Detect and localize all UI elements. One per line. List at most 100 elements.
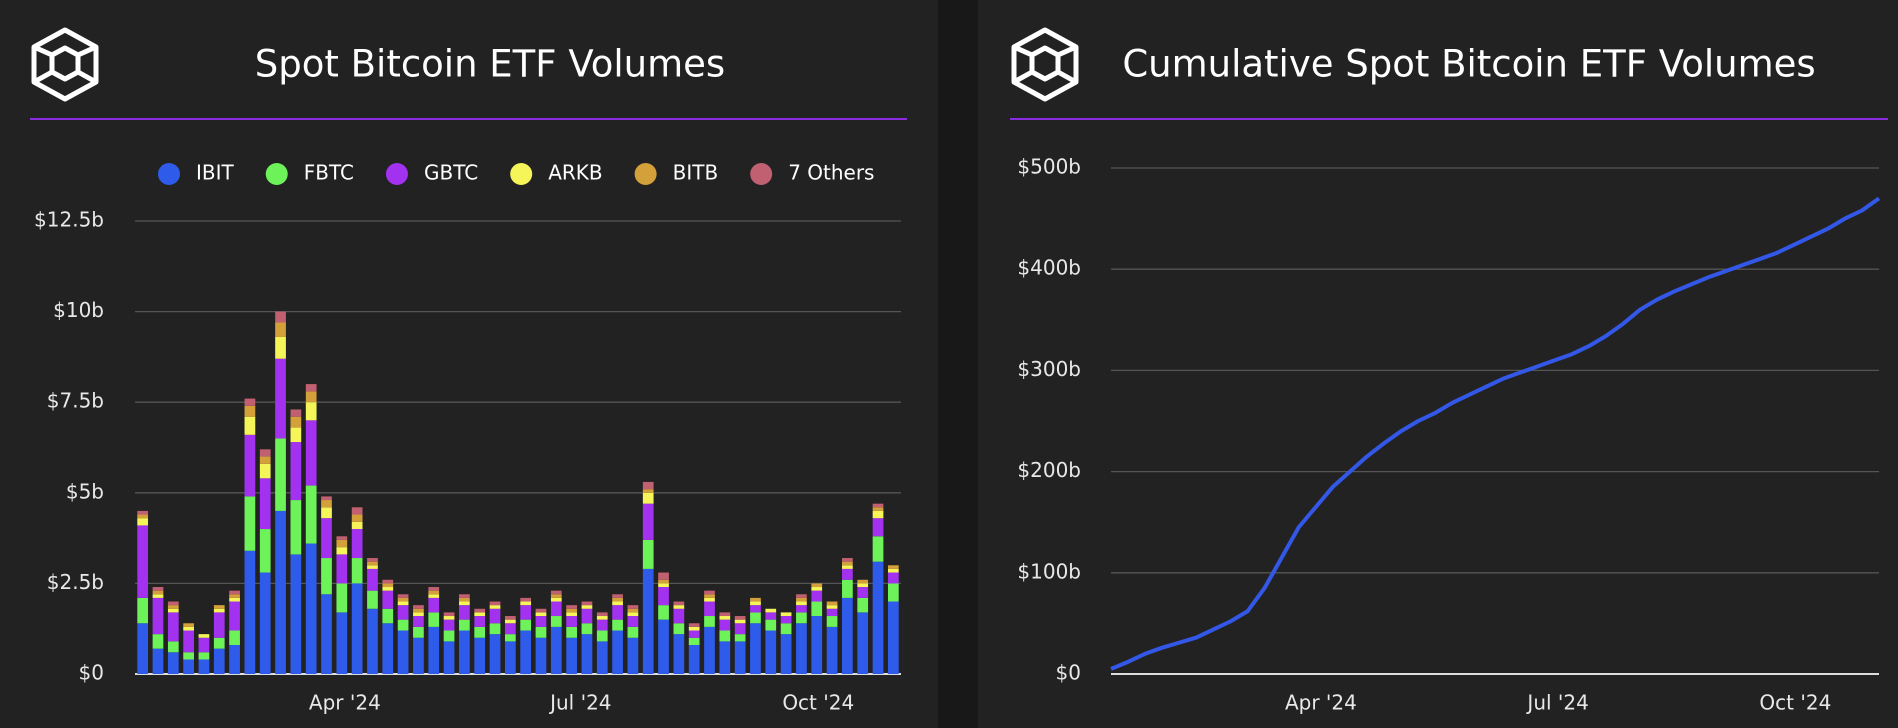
bar-segment: [382, 608, 394, 624]
bar-segment: [290, 500, 302, 555]
bar-segment: [489, 634, 501, 674]
bar-segment: [367, 590, 378, 609]
bar-segment: [459, 619, 470, 631]
bar-segment: [244, 416, 256, 435]
bar-segment: [550, 594, 562, 598]
bar-segment: [627, 605, 639, 609]
bar-segment: [535, 637, 547, 674]
bar-segment: [780, 634, 792, 674]
bar-segment: [857, 612, 869, 674]
bar-segment: [596, 630, 608, 642]
bar-segment: [137, 514, 149, 519]
bar-segment: [336, 612, 348, 674]
bar-segment: [428, 612, 440, 627]
bar-segment: [213, 648, 225, 674]
bar-segment: [857, 587, 869, 598]
bar-segment: [612, 601, 623, 606]
y-tick-label: $2.5b: [47, 570, 104, 594]
bar-segment: [397, 597, 409, 602]
bar-segment: [229, 590, 240, 595]
bar-segment: [887, 583, 899, 602]
legend-label: BITB: [673, 161, 719, 185]
bar-segment: [459, 597, 470, 602]
bar-segment: [443, 630, 455, 642]
bar-segment: [428, 594, 440, 598]
bar-segment: [872, 536, 884, 562]
bar-segment: [474, 626, 486, 638]
bar-segment: [504, 641, 516, 674]
bar-segment: [351, 514, 363, 522]
bar-segment: [152, 594, 164, 598]
bar-segment: [811, 587, 823, 591]
bar-segment: [750, 601, 761, 606]
bar-segment: [704, 597, 715, 602]
bar-segment: [397, 601, 409, 606]
bar-segment: [596, 616, 608, 620]
bar-segment: [872, 510, 884, 519]
bar-segment: [581, 605, 593, 609]
bar-segment: [842, 565, 853, 569]
x-tick-label: Oct '24: [1759, 691, 1831, 715]
bar-segment: [367, 568, 378, 591]
bar-segment: [137, 623, 149, 674]
bar-segment: [428, 590, 440, 595]
bar-segment: [413, 616, 424, 627]
bar-segment: [550, 590, 562, 595]
bar-segment: [275, 358, 286, 439]
bar-segment: [504, 623, 516, 635]
bar-segment: [596, 619, 608, 631]
bar-segment: [612, 597, 623, 602]
bar-segment: [581, 601, 593, 606]
legend-label: FBTC: [304, 161, 354, 185]
y-tick-label: $5b: [66, 479, 104, 503]
bar-segment: [550, 601, 562, 617]
x-tick-label: Jul '24: [1525, 691, 1588, 715]
bar-segment: [520, 619, 532, 631]
bar-segment: [642, 503, 654, 540]
bar-segment: [566, 626, 577, 638]
bar-segment: [321, 518, 332, 559]
bar-segment: [826, 616, 838, 627]
bar-segment: [673, 623, 685, 635]
bar-segment: [811, 616, 823, 674]
bar-segment: [367, 561, 378, 566]
bar-segment: [183, 630, 194, 653]
bar-segment: [198, 652, 210, 660]
bar-segment: [198, 634, 210, 638]
bar-segment: [413, 608, 424, 613]
bar-segment: [627, 608, 639, 613]
bar-segment: [229, 597, 240, 602]
bar-segment: [887, 572, 899, 584]
bar-segment: [382, 583, 394, 588]
bar-segment: [872, 507, 884, 511]
bar-segment: [244, 398, 256, 406]
bar-segment: [734, 623, 746, 635]
bar-segment: [642, 492, 654, 504]
bar-segment: [765, 612, 777, 620]
bar-segment: [719, 641, 731, 674]
bar-segment: [382, 590, 394, 609]
bar-segment: [152, 648, 164, 674]
bar-segment: [213, 612, 225, 638]
bar-segment: [443, 641, 455, 674]
bar-segment: [428, 626, 440, 674]
bar-segment: [581, 623, 593, 635]
bar-segment: [397, 630, 409, 674]
bar-segment: [489, 608, 501, 624]
bar-segment: [581, 634, 593, 674]
bar-segment: [351, 507, 363, 515]
bar-segment: [259, 456, 271, 464]
bar-segment: [305, 391, 317, 403]
bar-segment: [520, 601, 532, 606]
legend-marker: [634, 163, 657, 185]
bar-segment: [321, 507, 332, 519]
bar-segment: [213, 605, 225, 609]
bar-segment: [688, 623, 700, 627]
bar-segment: [290, 409, 302, 417]
bar-segment: [428, 597, 440, 613]
bar-segment: [842, 558, 853, 562]
bar-segment: [842, 568, 853, 580]
bar-segment: [719, 630, 731, 642]
bar-segment: [305, 485, 317, 544]
bar-segment: [198, 659, 210, 674]
